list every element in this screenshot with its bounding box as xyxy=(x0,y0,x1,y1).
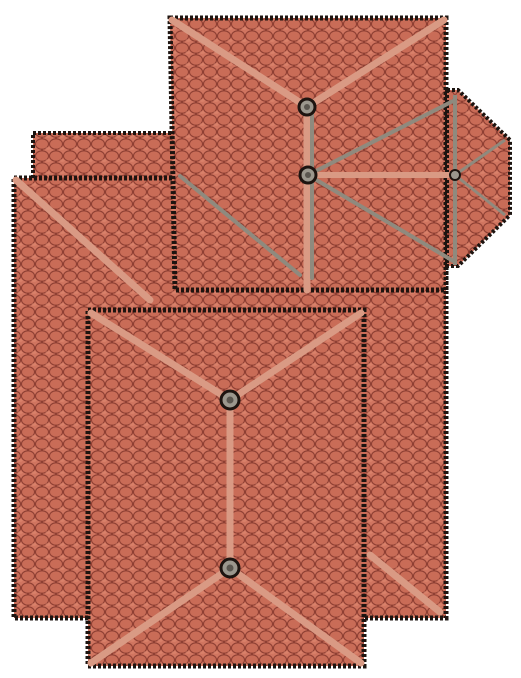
roof-bay-right xyxy=(305,88,512,268)
valley-flashing xyxy=(178,174,302,277)
roof-finial-cap-4 xyxy=(219,557,241,579)
roof-front-section xyxy=(85,307,367,669)
roof-finial-cap-3 xyxy=(219,389,241,411)
hip-ridge xyxy=(366,551,444,616)
roof-upper-wing xyxy=(167,15,449,294)
roof-finial-cap-1 xyxy=(297,97,317,117)
hip-ridge xyxy=(12,176,154,304)
roof-finial-cap-2 xyxy=(298,165,318,185)
hip-ridge xyxy=(226,309,365,404)
bay-flashing xyxy=(306,173,457,264)
hip-ridge xyxy=(168,16,311,111)
bay-flashing xyxy=(454,173,506,217)
hip-ridge xyxy=(87,309,234,404)
bay-flashing xyxy=(454,138,506,177)
hip-ridge xyxy=(226,564,365,667)
hip-ridge xyxy=(87,564,234,667)
roof-finial-cap-5 xyxy=(449,169,461,181)
hip-ridge xyxy=(303,16,448,111)
bay-flashing xyxy=(307,98,456,177)
